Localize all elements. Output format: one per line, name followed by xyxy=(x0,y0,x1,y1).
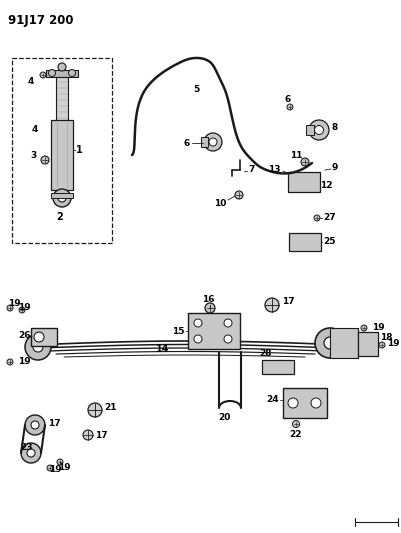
Circle shape xyxy=(57,459,63,465)
Circle shape xyxy=(314,125,324,134)
Text: 18: 18 xyxy=(380,334,393,343)
Circle shape xyxy=(47,465,53,471)
Text: 19: 19 xyxy=(387,338,400,348)
Bar xyxy=(31,328,57,346)
Circle shape xyxy=(194,335,202,343)
Circle shape xyxy=(224,335,232,343)
Circle shape xyxy=(224,319,232,327)
Text: 91J17 200: 91J17 200 xyxy=(8,14,73,27)
Text: 4: 4 xyxy=(32,125,38,134)
Circle shape xyxy=(7,359,13,365)
Circle shape xyxy=(88,403,102,417)
Text: 26: 26 xyxy=(18,332,30,341)
Text: 17: 17 xyxy=(95,432,107,440)
Text: 19: 19 xyxy=(8,298,20,308)
Circle shape xyxy=(58,63,66,71)
Bar xyxy=(262,360,294,374)
Text: 14: 14 xyxy=(156,344,170,354)
Text: 20: 20 xyxy=(218,414,230,423)
Text: 17: 17 xyxy=(282,297,295,306)
Circle shape xyxy=(19,307,25,313)
Text: 24: 24 xyxy=(266,395,279,405)
Text: 27: 27 xyxy=(323,214,336,222)
Bar xyxy=(46,70,78,77)
Circle shape xyxy=(40,72,46,78)
Bar xyxy=(51,193,73,198)
Circle shape xyxy=(58,194,66,202)
Text: 12: 12 xyxy=(320,181,332,190)
Text: 16: 16 xyxy=(202,295,214,304)
Text: 28: 28 xyxy=(260,350,272,359)
Bar xyxy=(188,313,240,349)
Text: 6: 6 xyxy=(285,95,291,104)
Circle shape xyxy=(25,334,51,360)
Text: 7: 7 xyxy=(248,166,254,174)
Circle shape xyxy=(315,328,345,358)
Text: 19: 19 xyxy=(58,464,71,472)
Circle shape xyxy=(292,421,300,427)
Circle shape xyxy=(324,337,336,349)
Text: 21: 21 xyxy=(104,403,117,413)
Text: 19: 19 xyxy=(372,324,385,333)
Circle shape xyxy=(235,191,243,199)
Text: 11: 11 xyxy=(290,150,302,159)
Circle shape xyxy=(53,189,71,207)
Text: 25: 25 xyxy=(323,238,336,246)
Circle shape xyxy=(314,215,320,221)
Circle shape xyxy=(33,342,43,352)
Circle shape xyxy=(7,305,13,311)
Text: 9: 9 xyxy=(332,164,338,173)
Circle shape xyxy=(41,156,49,164)
Text: 19: 19 xyxy=(49,465,61,474)
Circle shape xyxy=(25,415,45,435)
Circle shape xyxy=(288,398,298,408)
Bar xyxy=(358,332,378,356)
Circle shape xyxy=(27,449,35,457)
Circle shape xyxy=(309,120,329,140)
Bar xyxy=(283,388,327,418)
Text: 15: 15 xyxy=(172,327,185,335)
Circle shape xyxy=(21,443,41,463)
Circle shape xyxy=(311,398,321,408)
Circle shape xyxy=(379,342,385,348)
Circle shape xyxy=(361,325,367,331)
Text: 4: 4 xyxy=(28,77,34,86)
Bar xyxy=(51,120,73,190)
Text: 19: 19 xyxy=(18,358,30,367)
Circle shape xyxy=(69,69,75,77)
Circle shape xyxy=(49,69,55,77)
Bar xyxy=(306,125,314,135)
Text: 1: 1 xyxy=(76,145,83,155)
Text: 22: 22 xyxy=(290,430,302,439)
Text: 19: 19 xyxy=(18,303,30,312)
Text: 2: 2 xyxy=(57,212,63,222)
Circle shape xyxy=(209,138,217,146)
Bar xyxy=(12,58,112,243)
Circle shape xyxy=(83,430,93,440)
Text: 6: 6 xyxy=(184,139,190,148)
Circle shape xyxy=(287,104,293,110)
Text: 17: 17 xyxy=(48,418,61,427)
Circle shape xyxy=(31,421,39,429)
Bar xyxy=(201,137,208,147)
Text: 3: 3 xyxy=(30,150,36,159)
Text: 13: 13 xyxy=(269,166,281,174)
Text: 23: 23 xyxy=(20,442,32,451)
Bar xyxy=(56,77,68,122)
Text: 10: 10 xyxy=(214,198,226,207)
Text: 5: 5 xyxy=(193,85,199,94)
Circle shape xyxy=(265,298,279,312)
Circle shape xyxy=(194,319,202,327)
Circle shape xyxy=(34,332,44,342)
Circle shape xyxy=(204,133,222,151)
Circle shape xyxy=(301,158,309,166)
Text: 8: 8 xyxy=(332,123,338,132)
Circle shape xyxy=(205,303,215,313)
Bar xyxy=(288,172,320,192)
Bar xyxy=(289,233,321,251)
Bar xyxy=(330,328,358,358)
